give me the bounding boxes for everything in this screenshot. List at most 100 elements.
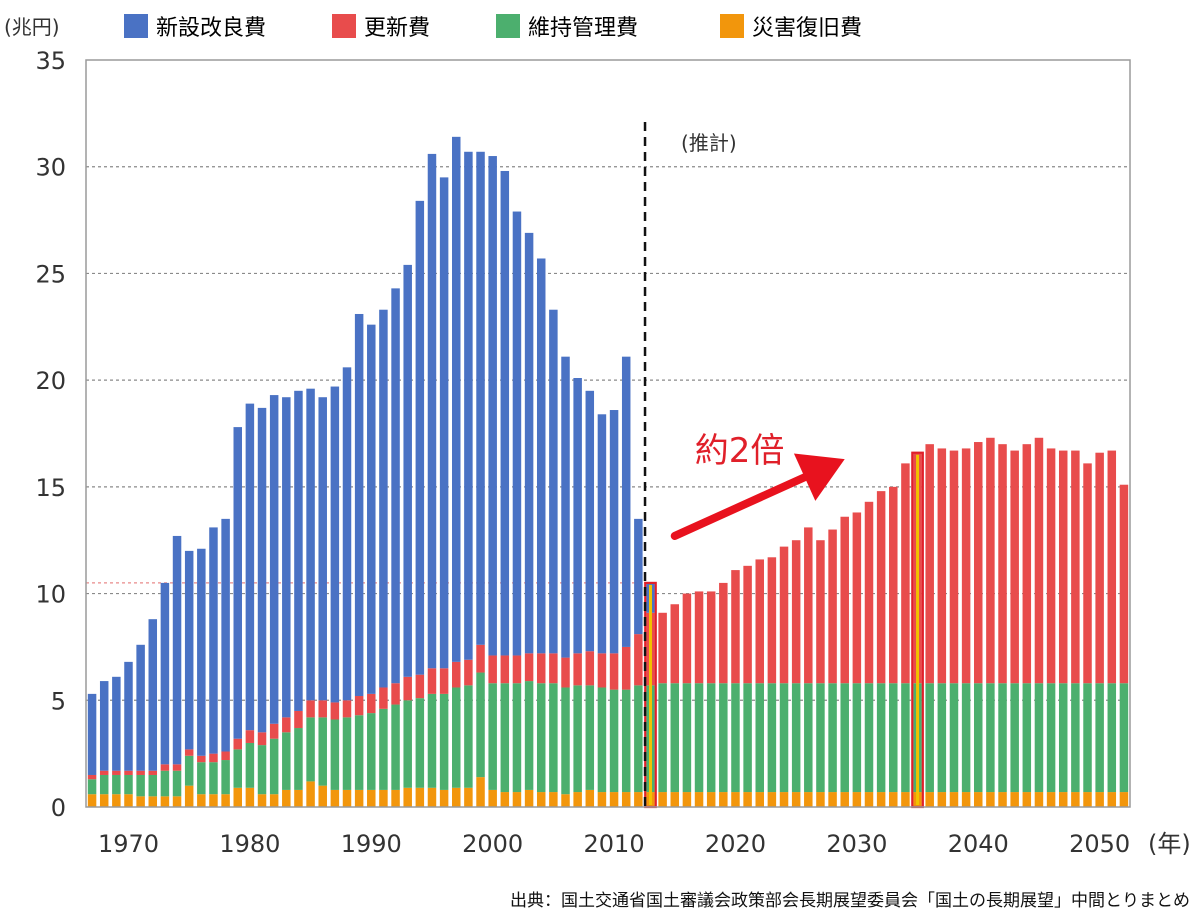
bar-segment (342, 717, 352, 790)
bar-segment (1107, 450, 1117, 684)
bar-segment (755, 792, 764, 807)
bar-segment (561, 657, 570, 688)
bar-segment (464, 151, 473, 660)
bar-segment (767, 792, 777, 807)
bar-segment (282, 789, 291, 807)
bar-segment (184, 749, 194, 756)
bar-segment (306, 717, 315, 782)
bar-segment (561, 687, 570, 795)
bar-segment (1046, 448, 1056, 684)
bar-segment (209, 794, 218, 807)
bar-segment (876, 491, 886, 684)
bar-segment (925, 683, 934, 793)
bar-segment (391, 704, 400, 790)
x-tick-label: 2040 (948, 830, 1009, 858)
bar-segment (245, 742, 255, 788)
bar-segment (597, 792, 607, 807)
bar-segment (452, 687, 461, 788)
bar-segment (330, 789, 340, 807)
bar-segment (403, 700, 412, 788)
bar-segment (87, 779, 97, 795)
bar-segment (124, 774, 133, 795)
bar-segment (1119, 683, 1129, 793)
bar-segment (221, 518, 230, 752)
bar-segment (439, 789, 449, 807)
bar-segment (840, 516, 849, 684)
bar-segment (124, 661, 133, 771)
bar-segment (476, 151, 485, 645)
bar-segment (148, 619, 158, 771)
bar-segment (694, 591, 704, 684)
bar-segment (1071, 683, 1080, 793)
bar-segment (257, 732, 267, 746)
bar-segment (306, 700, 315, 718)
bar-segment (512, 211, 522, 656)
arrow-head (793, 453, 845, 501)
bar-segment (245, 787, 255, 807)
bar-segment (743, 792, 752, 807)
legend-label: 新設改良費 (156, 16, 266, 41)
bar-segment (804, 792, 813, 807)
bar-segment (172, 796, 182, 807)
bar-segment (536, 792, 546, 807)
bar-segment (876, 683, 886, 793)
bar-segment (379, 687, 388, 709)
bar-segment (889, 792, 898, 807)
bar-segment (949, 792, 959, 807)
bar-segment (221, 751, 230, 761)
bar-segment (294, 789, 303, 807)
bar-segment (706, 591, 716, 684)
bar-segment (233, 749, 242, 788)
bar-segment (257, 407, 267, 733)
source-note: 出典：国土交通省国土審議会政策部会長期展望委員会「国土の長期展望」中間とりまとめ (510, 891, 1190, 911)
bar-segment (524, 789, 534, 807)
bar-segment (488, 655, 497, 684)
bar-segment (573, 792, 582, 807)
bar-segment (585, 789, 595, 807)
bar-segment (585, 651, 595, 686)
bar-segment (464, 787, 473, 807)
bar-segment (488, 683, 497, 790)
y-tick-label: 10 (35, 581, 66, 609)
bar-segment (112, 676, 121, 771)
y-axis-ticks: 0 5 10 15 20 25 30 35 (35, 47, 66, 822)
bar-segment (136, 796, 145, 807)
bar-segment (986, 792, 995, 807)
x-tick-label: 2050 (1069, 830, 1130, 858)
bar-segment (536, 653, 546, 684)
bar-segment (1034, 792, 1044, 807)
bar-segment (1095, 792, 1104, 807)
bar-segment (233, 787, 242, 807)
bar-segment (840, 683, 849, 793)
x-tick-label: 1990 (341, 830, 402, 858)
bar-segment (221, 760, 230, 795)
bar-segment (1058, 792, 1068, 807)
bar-segment (245, 730, 255, 743)
bar-segment (658, 683, 667, 793)
bar-segment (621, 356, 631, 647)
bar-segment (561, 356, 570, 658)
y-tick-label: 5 (51, 687, 66, 715)
bar-segment (1022, 683, 1032, 793)
bar-segment (743, 683, 752, 793)
bar-segment (634, 792, 643, 807)
growth-arrow (670, 453, 845, 540)
bar-segment (379, 789, 388, 807)
bar-segment (342, 700, 352, 718)
bar-segment (476, 672, 485, 778)
bar-segment (87, 693, 97, 775)
bar-segment (549, 309, 558, 654)
bar-segment (719, 582, 728, 684)
bar-segment (974, 792, 983, 807)
bar-segment (974, 683, 983, 793)
bar-segment (682, 593, 692, 684)
bar-segment (1083, 683, 1092, 793)
bar-segment (282, 717, 291, 733)
bar-segment (439, 693, 449, 790)
bar-segment (99, 770, 109, 775)
bar-segment (937, 448, 947, 684)
bar-segment (1058, 683, 1068, 793)
bar-segment (852, 683, 862, 793)
bar-segment (706, 683, 716, 793)
bar-segment (889, 683, 898, 793)
